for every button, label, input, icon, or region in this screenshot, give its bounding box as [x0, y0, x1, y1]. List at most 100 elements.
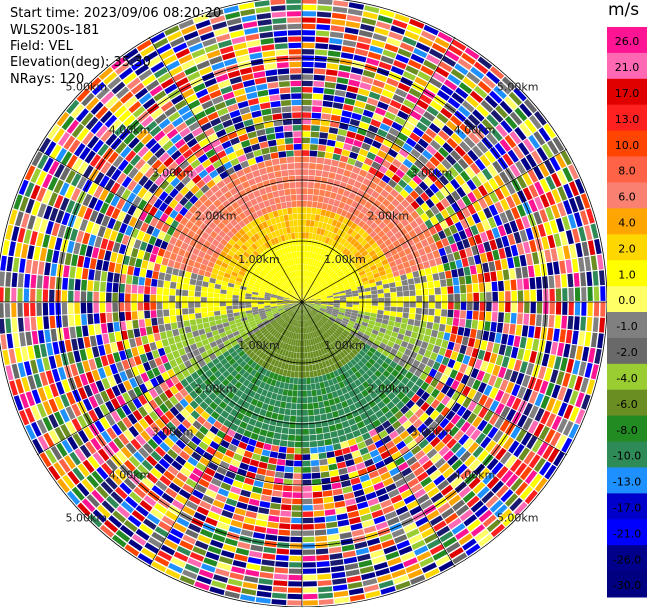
- range-gate: [165, 216, 174, 226]
- range-gate: [244, 356, 251, 364]
- range-gate: [352, 304, 359, 308]
- range-gate: [316, 285, 322, 290]
- range-gate: [51, 368, 61, 383]
- range-gate: [349, 151, 359, 160]
- range-gate: [105, 413, 116, 426]
- range-gate: [331, 377, 338, 385]
- range-gate: [240, 489, 251, 498]
- range-gate: [500, 120, 513, 134]
- range-gate: [27, 245, 35, 260]
- range-gate: [31, 201, 41, 216]
- range-gate: [394, 184, 404, 193]
- range-gate: [312, 317, 317, 324]
- range-gate: [549, 302, 555, 315]
- range-gate: [74, 302, 80, 314]
- range-gate: [323, 432, 331, 440]
- range-gate: [88, 324, 95, 336]
- range-gate: [487, 426, 499, 439]
- range-gate: [324, 502, 335, 510]
- range-gate: [344, 563, 359, 571]
- range-gate: [326, 338, 332, 345]
- range-gate: [264, 305, 271, 308]
- range-gate: [425, 465, 438, 476]
- range-gate: [118, 312, 126, 322]
- range-gate: [302, 302, 309, 304]
- range-gate: [211, 580, 227, 589]
- range-gate: [187, 337, 196, 345]
- range-gate: [453, 251, 461, 261]
- range-gate: [186, 265, 194, 273]
- range-gate: [426, 274, 434, 282]
- range-gate: [373, 272, 381, 279]
- range-gate: [422, 302, 429, 309]
- range-gate: [411, 384, 420, 394]
- range-gate: [392, 158, 402, 168]
- range-gate: [259, 381, 266, 389]
- range-gate: [208, 282, 215, 289]
- range-gate: [106, 427, 117, 440]
- range-gate: [483, 384, 493, 396]
- range-gate: [304, 307, 308, 314]
- range-gate: [357, 360, 365, 368]
- range-gate: [215, 568, 230, 577]
- range-gate: [451, 391, 461, 402]
- range-gate: [31, 330, 39, 345]
- range-gate: [160, 544, 176, 556]
- range-gate: [159, 264, 167, 273]
- range-gate: [438, 147, 449, 158]
- range-gate: [133, 386, 143, 397]
- range-gate: [338, 381, 346, 389]
- range-gate: [302, 447, 310, 454]
- range-gate: [389, 315, 396, 322]
- range-gate: [169, 359, 178, 368]
- range-gate: [302, 302, 309, 304]
- range-gate: [492, 249, 500, 261]
- range-gate: [275, 283, 282, 289]
- range-gate: [307, 313, 311, 320]
- range-gate: [341, 266, 348, 272]
- range-gate: [313, 305, 320, 309]
- range-gate: [298, 308, 301, 315]
- range-gate: [60, 394, 70, 408]
- range-gate: [340, 195, 348, 204]
- range-gate: [358, 368, 366, 376]
- range-gate: [368, 91, 381, 100]
- range-gate: [410, 331, 418, 339]
- range-gate: [24, 165, 36, 181]
- range-gate: [282, 369, 288, 377]
- range-gate: [188, 313, 196, 320]
- range-gate: [368, 278, 376, 284]
- range-gate: [379, 95, 392, 105]
- range-gate: [89, 210, 99, 223]
- range-gate: [173, 522, 187, 533]
- range-gate: [285, 316, 290, 322]
- range-gate: [199, 391, 208, 401]
- range-gate: [4, 303, 11, 318]
- range-gate: [302, 397, 308, 404]
- range-gate: [313, 266, 318, 273]
- range-gate: [150, 508, 164, 520]
- range-gate: [61, 115, 75, 131]
- range-gate: [48, 465, 61, 481]
- range-gate: [0, 318, 5, 334]
- range-gate: [189, 400, 199, 410]
- range-gate: [36, 316, 43, 330]
- range-gate: [362, 519, 375, 528]
- range-gate: [441, 433, 453, 445]
- range-gate: [363, 343, 371, 351]
- range-gate: [288, 568, 302, 574]
- range-gate: [317, 261, 322, 268]
- range-gate: [358, 559, 373, 568]
- range-gate: [168, 562, 184, 574]
- range-gate: [331, 286, 338, 291]
- range-gate: [302, 473, 312, 479]
- range-gate: [552, 399, 562, 415]
- range-gate: [123, 380, 133, 391]
- range-gate: [43, 275, 50, 289]
- range-gate: [201, 231, 210, 240]
- range-gate: [441, 255, 449, 264]
- range-gate: [371, 294, 378, 299]
- range-gate: [507, 233, 516, 246]
- range-gate: [457, 58, 473, 71]
- range-gate: [500, 489, 514, 503]
